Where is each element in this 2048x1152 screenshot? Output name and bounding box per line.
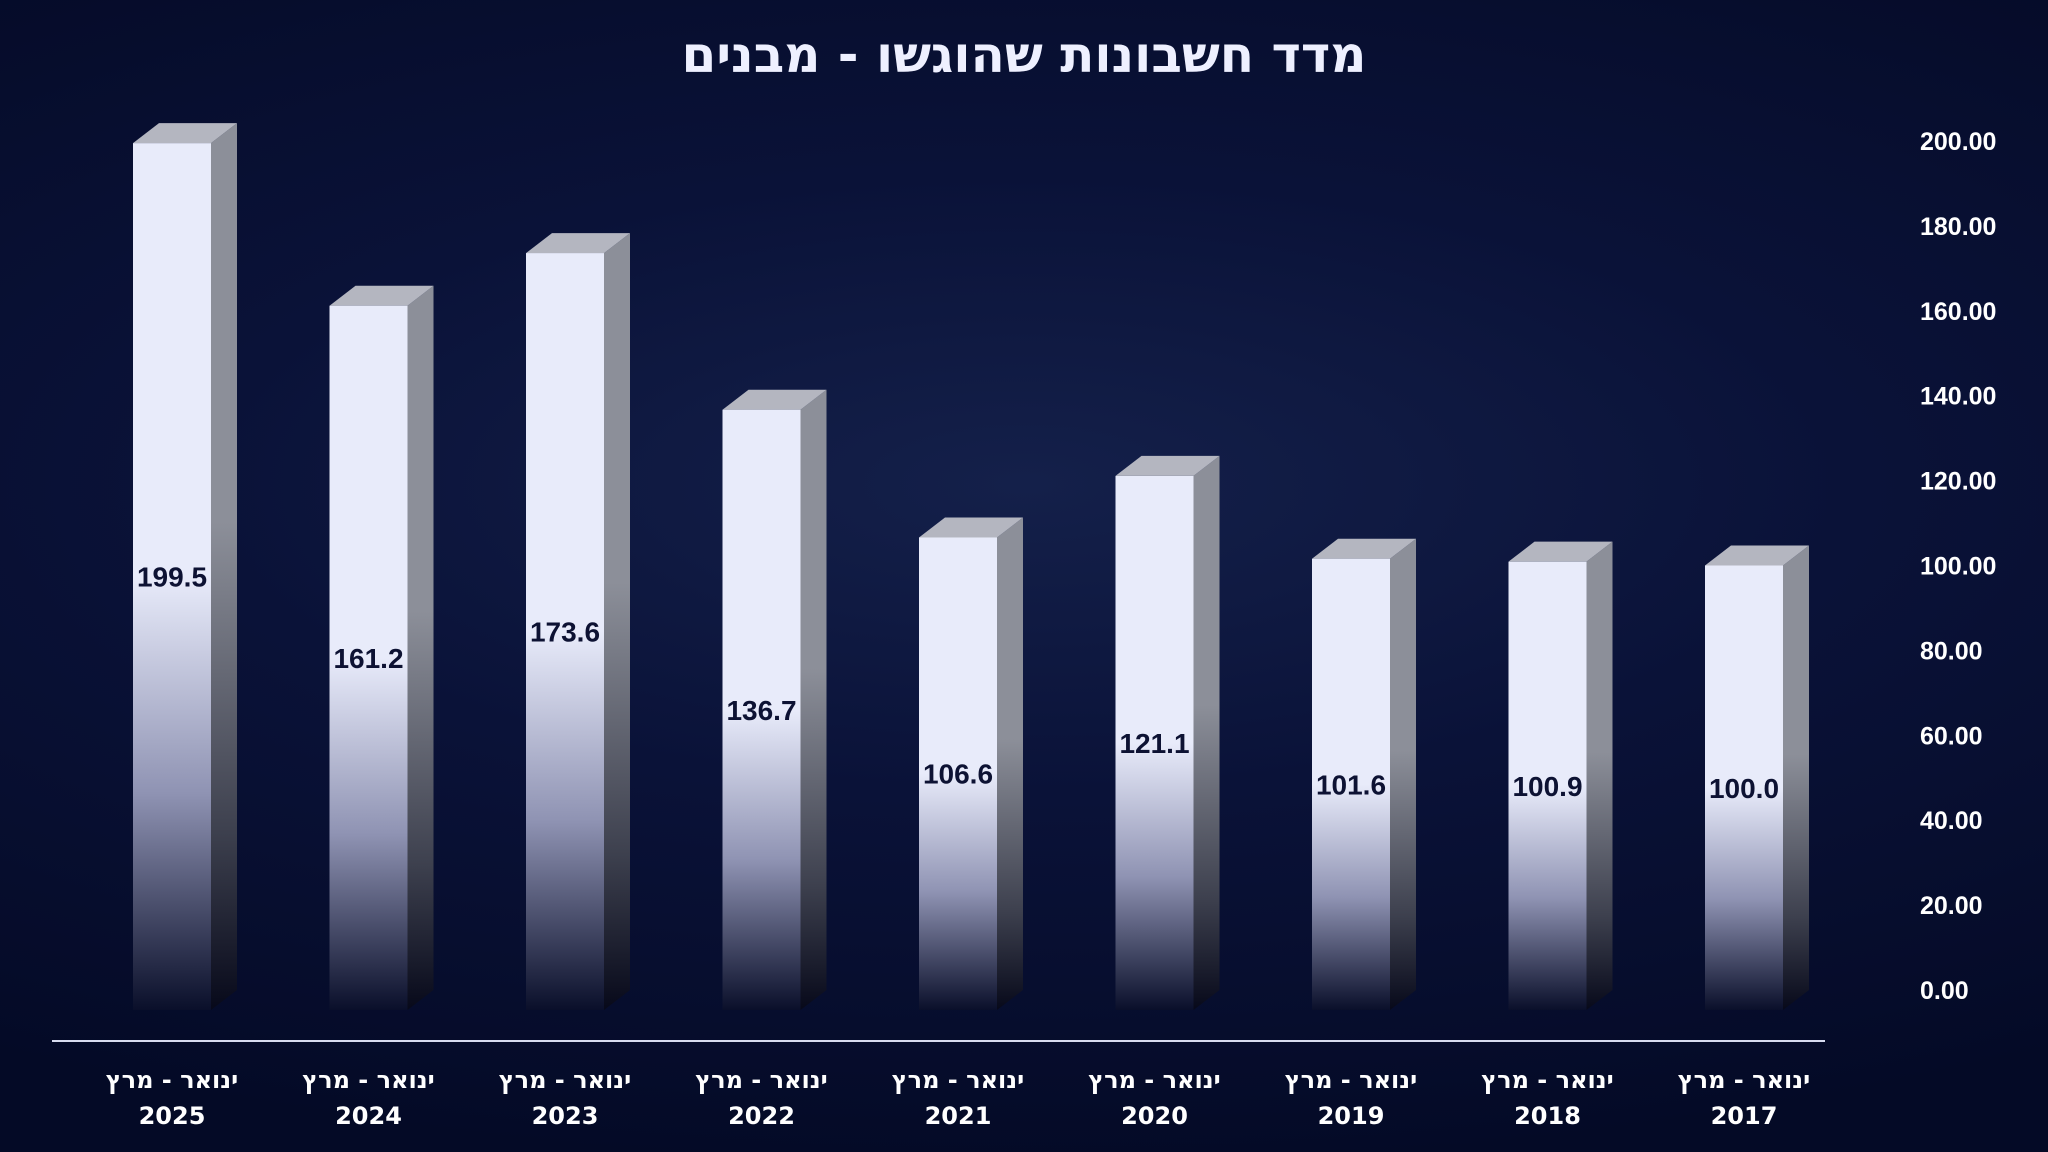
bar-side [800,389,827,1010]
x-tick-label: 2022 [728,1102,795,1130]
x-tick-label: 2018 [1514,1102,1581,1130]
x-tick-label: ינואר - מרץ [1481,1066,1613,1094]
bar [526,253,604,1010]
y-tick-label: 120.00 [1920,468,1996,496]
y-tick-label: 80.00 [1920,637,1983,665]
bar [722,409,801,1010]
bar-group: 121.1 ינואר - מרץ 2020 [1088,455,1221,1130]
y-tick-label: 200.00 [1920,128,1996,156]
data-label: 101.6 [1316,769,1386,800]
bar-group: 161.2 ינואר - מרץ 2024 [302,285,435,1130]
bar-group: 106.6 ינואר - מרץ 2021 [892,517,1024,1130]
x-tick-label: 2024 [335,1102,402,1130]
bar-top [526,233,630,254]
x-tick-label: ינואר - מרץ [1285,1066,1417,1094]
x-tick-label: ינואר - מרץ [1678,1066,1810,1094]
bar-group: 100.9 ינואר - מרץ 2018 [1481,541,1614,1130]
x-tick-label: ינואר - מרץ [499,1066,631,1094]
bar-group: 101.6 ינואר - מרץ 2019 [1285,538,1417,1130]
bar-top [1705,545,1809,566]
bar-side [1586,541,1613,1010]
y-tick-label: 40.00 [1920,807,1983,835]
bar [329,305,408,1010]
bar [1312,558,1390,1010]
data-label: 173.6 [530,617,600,648]
x-tick-label: ינואר - מרץ [1088,1066,1220,1094]
bar-top [329,285,434,306]
y-tick-label: 160.00 [1920,298,1996,326]
x-tick-label: 2023 [532,1102,599,1130]
y-tick-label: 20.00 [1920,892,1983,920]
x-tick-label: 2019 [1318,1102,1385,1130]
y-tick-label: 140.00 [1920,383,1996,411]
bar-group: 100.0 ינואר - מרץ 2017 [1678,545,1810,1130]
bar [1508,561,1587,1010]
x-tick-label: 2017 [1711,1102,1778,1130]
x-tick-label: ינואר - מרץ [106,1066,238,1094]
bar-side [1783,545,1809,1010]
data-label: 100.9 [1512,771,1582,802]
bar-side [211,123,237,1010]
bar-side [1193,455,1220,1010]
x-tick-label: 2025 [139,1102,206,1130]
data-label: 136.7 [726,695,796,726]
bar-side [997,517,1023,1010]
x-tick-label: 2020 [1121,1102,1188,1130]
bar-side [1390,538,1416,1010]
x-tick-label: ינואר - מרץ [695,1066,827,1094]
y-tick-label: 0.00 [1920,977,1969,1005]
bar [919,537,997,1010]
bar-top [919,517,1023,538]
y-tick-label: 100.00 [1920,553,1996,581]
bar-side [604,233,630,1010]
x-tick-label: ינואר - מרץ [892,1066,1024,1094]
bar-top [133,123,237,144]
y-tick-label: 60.00 [1920,722,1983,750]
bar [1705,565,1783,1010]
bar-top [1508,541,1613,562]
bar [1115,475,1194,1010]
bar-top [1312,538,1416,559]
data-label: 106.6 [923,759,993,790]
bar-group: 173.6 ינואר - מרץ 2023 [499,233,631,1130]
x-tick-label: 2021 [925,1102,992,1130]
bar-side [407,285,434,1010]
bar [133,143,211,1010]
bar-top [722,389,827,410]
data-label: 199.5 [137,562,207,593]
bar-group: 199.5 ינואר - מרץ 2025 [106,123,238,1130]
chart-title: מדד חשבונות שהוגשו - מבנים [681,26,1367,84]
data-label: 161.2 [333,643,403,674]
data-label: 100.0 [1709,773,1779,804]
bar-group: 136.7 ינואר - מרץ 2022 [695,389,828,1130]
y-tick-label: 180.00 [1920,213,1996,241]
x-tick-label: ינואר - מרץ [302,1066,434,1094]
bar-top [1115,455,1220,476]
data-label: 121.1 [1119,728,1189,759]
